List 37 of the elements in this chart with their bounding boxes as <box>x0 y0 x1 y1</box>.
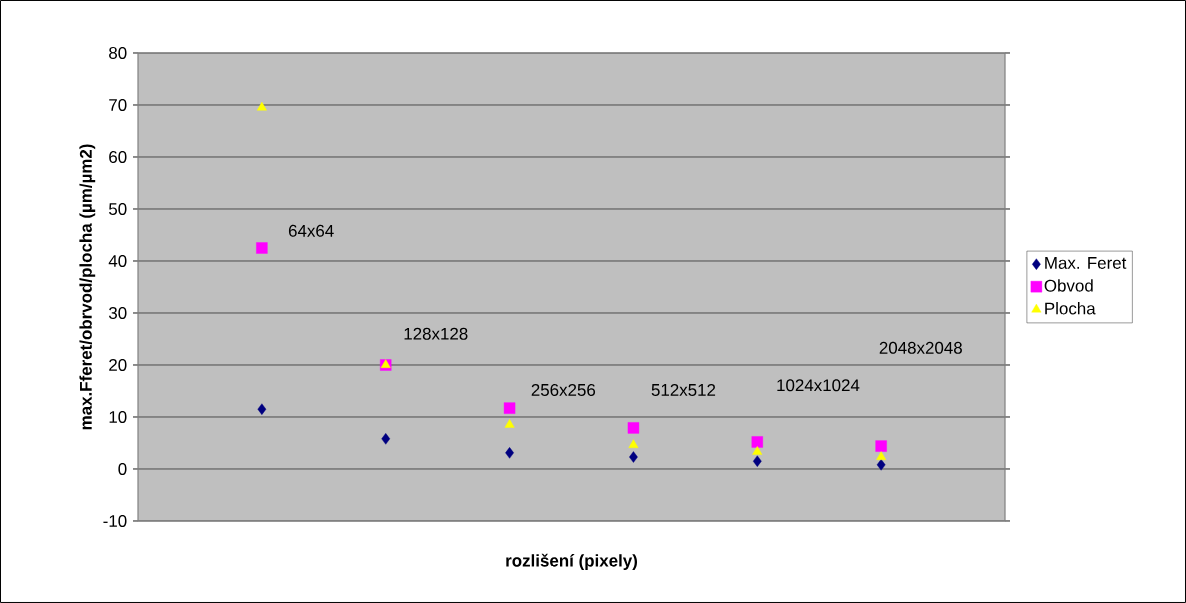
point <box>503 402 516 414</box>
point <box>629 451 638 463</box>
annotation: 256x256 <box>531 383 596 396</box>
legend-label: Obvod <box>1044 279 1093 292</box>
y-tick-label: 60 <box>109 150 127 163</box>
x-axis-title: rozlišení (pixely) <box>506 553 638 570</box>
point <box>381 433 391 445</box>
annotation: 64x64 <box>288 224 334 237</box>
y-tick-label: -10 <box>103 514 127 527</box>
y-axis-title: max.Fferet/obrvod/plocha (µm/µm2) <box>79 144 96 430</box>
y-tick-label: 70 <box>109 98 127 111</box>
annotation: 2048x2048 <box>879 341 962 354</box>
annotation: 512x512 <box>651 383 716 396</box>
point <box>256 242 268 254</box>
point <box>752 446 763 455</box>
y-tick-label: 40 <box>108 254 127 267</box>
y-tick-label: 0 <box>118 462 127 475</box>
point <box>751 436 763 448</box>
annotation: 128x128 <box>404 327 468 340</box>
legend-label: Max. Feret <box>1045 257 1127 269</box>
point <box>257 403 267 415</box>
point <box>256 101 267 111</box>
point <box>505 447 514 459</box>
legend-label: Plocha <box>1045 302 1096 315</box>
point <box>876 459 886 471</box>
point <box>876 451 887 460</box>
point <box>752 455 762 467</box>
y-tick-label: 80 <box>109 46 127 59</box>
annotation: 1024x1024 <box>777 379 860 392</box>
y-tick-label: 30 <box>108 306 127 319</box>
point <box>504 419 515 428</box>
y-tick-label: 20 <box>109 358 127 371</box>
point <box>875 440 887 452</box>
point <box>627 422 640 434</box>
y-tick-label: 10 <box>109 410 127 423</box>
y-tick-label: 50 <box>109 202 127 215</box>
point <box>628 439 639 449</box>
